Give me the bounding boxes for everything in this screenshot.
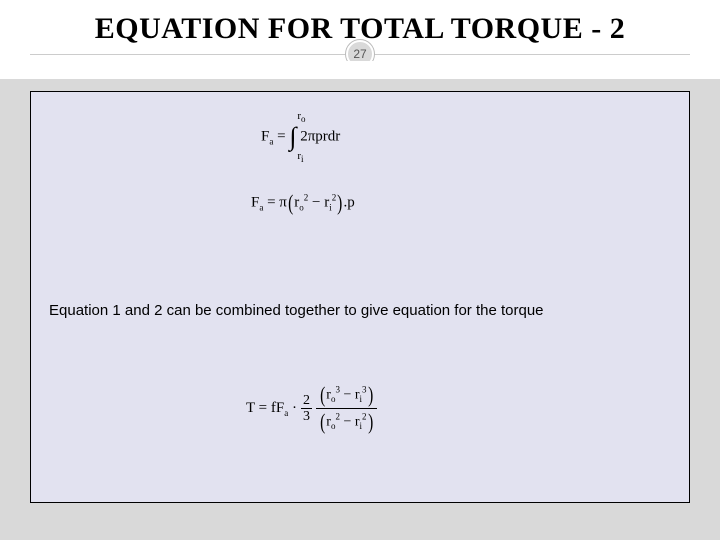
eq1-integrand: 2πprdr: [300, 128, 340, 144]
eq1-equals: =: [273, 128, 289, 144]
eq2-tail: .p: [344, 194, 355, 210]
slide: EQUATION FOR TOTAL TORQUE - 2 27 Fa = ro…: [0, 0, 720, 540]
fraction-two-thirds: 2 3: [301, 393, 312, 425]
fraction-denominator: (ro2 − ri2): [316, 408, 377, 435]
integral-sign-icon: ∫: [289, 122, 296, 151]
eq3-lhs: T = fFa ·: [246, 400, 297, 418]
left-paren-icon: (: [288, 190, 293, 216]
caption-text: Equation 1 and 2 can be combined togethe…: [49, 302, 544, 319]
content-area: Fa = ro ∫ ri 2πprdr Fa = π(ro2 − ri2).p …: [0, 79, 720, 523]
title-divider: 27: [30, 54, 690, 55]
integral-lower: ri: [297, 150, 303, 164]
integral-upper: ro: [297, 110, 305, 124]
fraction-numerator: (ro3 − ri3): [316, 382, 377, 408]
right-paren-icon: ): [337, 190, 342, 216]
equation-2: Fa = π(ro2 − ri2).p: [251, 190, 355, 216]
eq2-minus: −: [308, 194, 324, 210]
content-box: Fa = ro ∫ ri 2πprdr Fa = π(ro2 − ri2).p …: [30, 91, 690, 503]
equation-3: T = fFa · 2 3 (ro3 − ri3) (ro2 − ri2): [246, 382, 377, 435]
header: EQUATION FOR TOTAL TORQUE - 2 27: [0, 0, 720, 61]
header-spacer: [0, 61, 720, 79]
integral-symbol: ro ∫ ri: [289, 122, 296, 152]
equation-1: Fa = ro ∫ ri 2πprdr: [261, 122, 340, 152]
eq2-equals: = π: [263, 194, 287, 210]
fraction-radii: (ro3 − ri3) (ro2 − ri2): [316, 382, 377, 435]
